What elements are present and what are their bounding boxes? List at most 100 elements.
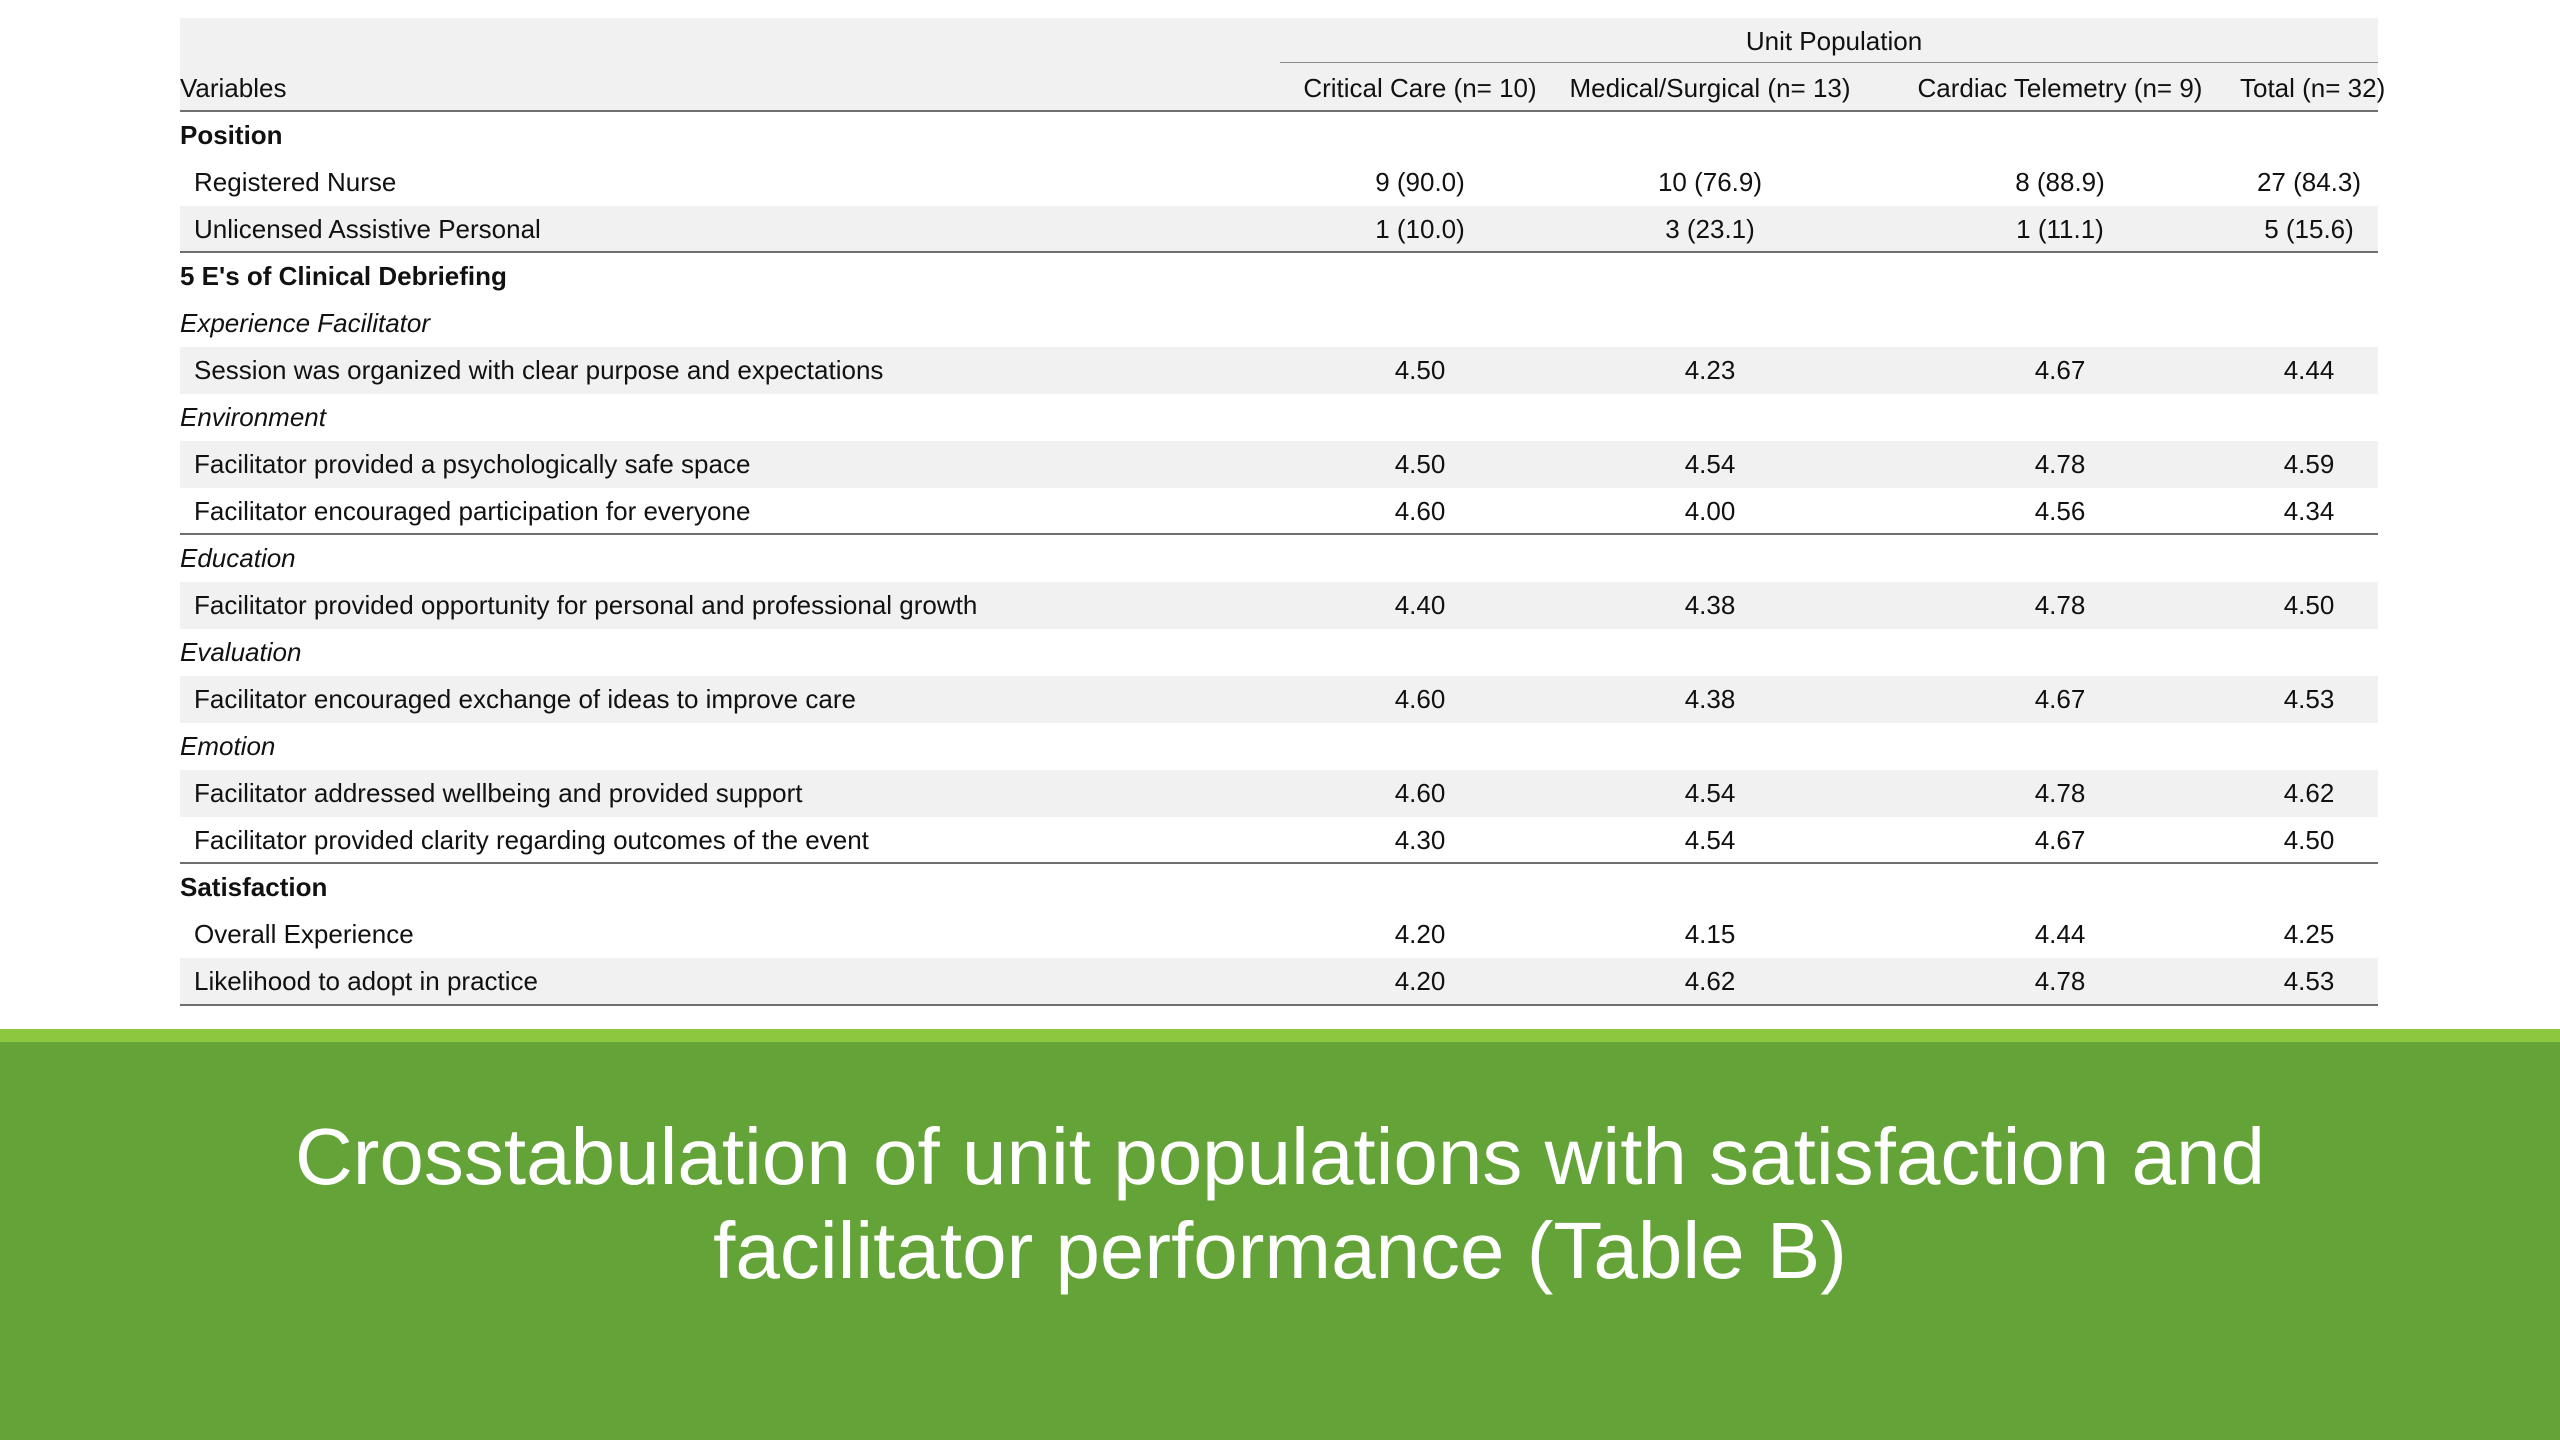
column-header-total: Total (n= 32) <box>2240 73 2386 103</box>
header-bottom-rule <box>180 110 2378 112</box>
subsection-heading: Experience Facilitator <box>180 308 430 338</box>
slide-title-line-1: Crosstabulation of unit populations with… <box>294 1112 2266 1201</box>
cell-critical-care: 4.60 <box>1394 684 1446 714</box>
cell-medical-surgical: 4.15 <box>1684 919 1736 949</box>
cell-medical-surgical: 4.54 <box>1684 449 1736 479</box>
rule-table-bottom <box>180 1004 2378 1006</box>
cell-total: 4.59 <box>2283 449 2335 479</box>
table-row: Experience Facilitator <box>180 300 2378 347</box>
cell-cardiac-telemetry: 4.56 <box>2034 496 2086 526</box>
cell-critical-care: 4.20 <box>1394 919 1446 949</box>
row-label: Facilitator provided clarity regarding o… <box>194 825 869 855</box>
results-table: Unit Population Variables Critical Care … <box>180 18 2386 1008</box>
cell-critical-care: 1 (10.0) <box>1375 214 1465 244</box>
cell-cardiac-telemetry: 4.67 <box>2034 355 2086 385</box>
cell-medical-surgical: 4.54 <box>1684 825 1736 855</box>
slide-title-line-2: facilitator performance (Table B) <box>713 1206 1847 1295</box>
row-label: Likelihood to adopt in practice <box>194 966 539 996</box>
table-row: Likelihood to adopt in practice 4.20 4.62 4… <box>180 958 2378 1005</box>
cell-medical-surgical: 4.38 <box>1684 684 1736 714</box>
group-header-unit-population: Unit Population <box>1745 26 1923 56</box>
section-heading: Satisfaction <box>180 872 328 902</box>
row-label: Registered Nurse <box>194 167 397 197</box>
column-header-medical-surgical: Medical/Surgical (n= 13) <box>1569 73 1851 103</box>
section-heading: Position <box>180 120 283 150</box>
row-label: Unlicensed Assistive Personal <box>194 214 541 244</box>
cell-total: 4.50 <box>2283 825 2335 855</box>
column-header-variables: Variables <box>180 73 287 103</box>
cell-cardiac-telemetry: 4.78 <box>2034 590 2086 620</box>
cell-medical-surgical: 4.38 <box>1684 590 1736 620</box>
table-row: Emotion <box>180 723 2378 770</box>
cell-cardiac-telemetry: 4.78 <box>2034 449 2086 479</box>
subsection-heading: Education <box>180 543 296 573</box>
table-row: Evaluation <box>180 629 2378 676</box>
cell-cardiac-telemetry: 4.67 <box>2034 825 2086 855</box>
accent-strip <box>0 1029 2560 1042</box>
cell-total: 4.44 <box>2283 355 2335 385</box>
group-header-rule <box>1280 62 2378 63</box>
cell-critical-care: 4.20 <box>1394 966 1446 996</box>
cell-total: 4.53 <box>2283 684 2335 714</box>
row-label: Session was organized with clear purpose… <box>194 355 884 385</box>
row-label: Facilitator provided opportunity for per… <box>194 590 978 620</box>
cell-total: 5 (15.6) <box>2264 214 2354 244</box>
cell-medical-surgical: 4.23 <box>1684 355 1736 385</box>
cell-cardiac-telemetry: 4.67 <box>2034 684 2086 714</box>
table-row: Facilitator provided opportunity for per… <box>180 582 2378 629</box>
table-row: Environment <box>180 394 2378 441</box>
table-row: Facilitator provided a psychologically s… <box>180 441 2378 488</box>
table-row: Facilitator encouraged exchange of ideas… <box>180 676 2378 723</box>
cell-total: 4.53 <box>2283 966 2335 996</box>
subsection-heading: Environment <box>180 402 326 432</box>
row-label: Facilitator encouraged participation for… <box>194 496 751 526</box>
row-label: Facilitator provided a psychologically s… <box>194 449 751 479</box>
rule-after-position <box>180 251 2378 253</box>
table-row: 5 E's of Clinical Debriefing <box>180 253 2378 300</box>
cell-cardiac-telemetry: 1 (11.1) <box>2016 214 2104 244</box>
cell-cardiac-telemetry: 4.78 <box>2034 778 2086 808</box>
cell-critical-care: 4.30 <box>1394 825 1446 855</box>
row-label: Facilitator addressed wellbeing and prov… <box>194 778 803 808</box>
cell-critical-care: 4.50 <box>1394 355 1446 385</box>
table-row: Registered Nurse 9 (90.0) 10 (76.9) 8 (88.9… <box>180 159 2378 206</box>
column-header-critical-care: Critical Care (n= 10) <box>1303 73 1537 103</box>
cell-critical-care: 9 (90.0) <box>1375 167 1465 197</box>
subsection-heading: Emotion <box>180 731 276 761</box>
cell-medical-surgical: 4.62 <box>1684 966 1736 996</box>
cell-critical-care: 4.60 <box>1394 496 1446 526</box>
table-row: Facilitator provided clarity regarding o… <box>180 817 2378 864</box>
column-header-cardiac-telemetry: Cardiac Telemetry (n= 9) <box>1917 73 2203 103</box>
cell-total: 4.34 <box>2283 496 2335 526</box>
cell-cardiac-telemetry: 4.44 <box>2034 919 2086 949</box>
rule-after-environment <box>180 533 2378 535</box>
cell-medical-surgical: 3 (23.1) <box>1665 214 1755 244</box>
table-row: Facilitator addressed wellbeing and prov… <box>180 770 2378 817</box>
table-row: Overall Experience 4.20 4.15 4.44 4.25 <box>180 911 2378 958</box>
rule-after-emotion <box>180 862 2378 864</box>
cell-medical-surgical: 4.00 <box>1684 496 1736 526</box>
table-row: Satisfaction <box>180 864 2378 911</box>
cell-total: 4.25 <box>2283 919 2335 949</box>
title-band <box>0 1042 2560 1440</box>
table-row: Position <box>180 112 2378 159</box>
subsection-heading: Evaluation <box>180 637 302 667</box>
cell-total: 4.50 <box>2283 590 2335 620</box>
cell-cardiac-telemetry: 4.78 <box>2034 966 2086 996</box>
cell-critical-care: 4.60 <box>1394 778 1446 808</box>
cell-critical-care: 4.40 <box>1394 590 1446 620</box>
cell-total: 27 (84.3) <box>2256 167 2362 197</box>
table-row: Session was organized with clear purpose… <box>180 347 2378 394</box>
table-row: Facilitator encouraged participation for… <box>180 488 2378 535</box>
cell-medical-surgical: 10 (76.9) <box>1657 167 1763 197</box>
row-label: Facilitator encouraged exchange of ideas… <box>194 684 856 714</box>
section-heading: 5 E's of Clinical Debriefing <box>180 261 507 291</box>
cell-cardiac-telemetry: 8 (88.9) <box>2015 167 2105 197</box>
cell-critical-care: 4.50 <box>1394 449 1446 479</box>
row-label: Overall Experience <box>194 919 414 949</box>
table-header-band <box>180 18 2378 112</box>
table-row: Unlicensed Assistive Personal 1 (10.0) 3 (… <box>180 206 2378 253</box>
table-row: Education <box>180 535 2378 582</box>
cell-total: 4.62 <box>2283 778 2335 808</box>
